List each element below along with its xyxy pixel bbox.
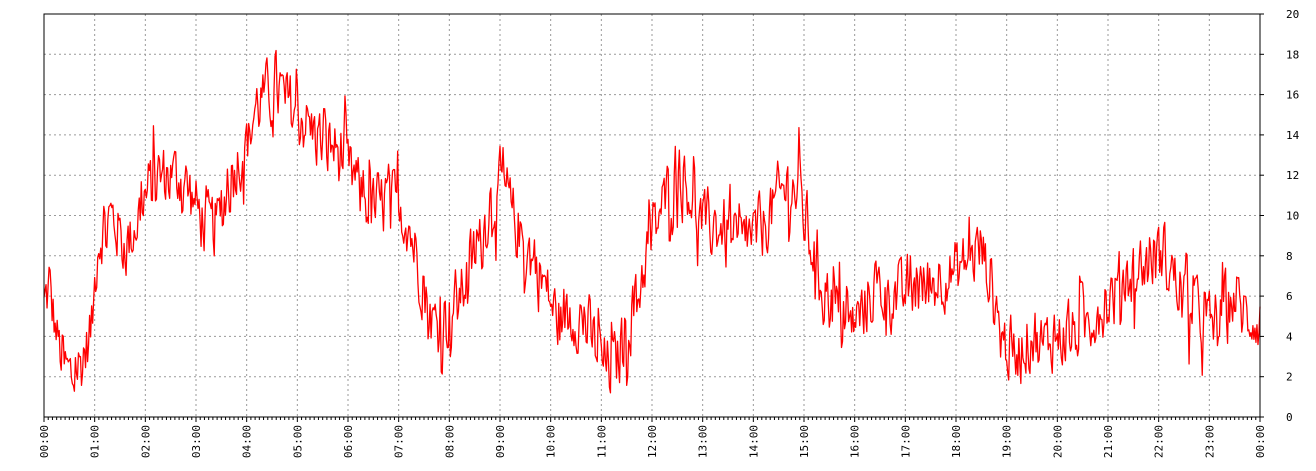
x-tick-label: 10:00 bbox=[545, 425, 558, 458]
x-tick-label: 08:00 bbox=[443, 425, 456, 458]
x-tick-label: 11:00 bbox=[595, 425, 608, 458]
x-tick-label: 20:00 bbox=[1051, 425, 1064, 458]
y-axis: 0 2 4 6 8 10 12 14 16 18 20 bbox=[1260, 8, 1300, 424]
x-tick-label: 15:00 bbox=[798, 425, 811, 458]
x-axis: 00:00 01:00 02:00 03:00 04:00 05:00 06:00 07:00… bbox=[38, 417, 1267, 458]
y-tick-label: 6 bbox=[1286, 290, 1293, 303]
x-tick-label: 21:00 bbox=[1102, 425, 1115, 458]
x-tick-label: 00:00 bbox=[1254, 425, 1267, 458]
x-tick-label: 07:00 bbox=[393, 425, 406, 458]
x-tick-label: 12:00 bbox=[646, 425, 659, 458]
x-tick-label: 19:00 bbox=[1001, 425, 1014, 458]
x-tick-label: 16:00 bbox=[849, 425, 862, 458]
x-tick-label: 03:00 bbox=[190, 425, 203, 458]
x-tick-label: 09:00 bbox=[494, 425, 507, 458]
x-tick-label: 18:00 bbox=[950, 425, 963, 458]
y-tick-label: 14 bbox=[1286, 129, 1300, 142]
y-tick-label: 0 bbox=[1286, 411, 1293, 424]
y-tick-label: 16 bbox=[1286, 89, 1299, 102]
y-tick-label: 18 bbox=[1286, 48, 1299, 61]
series-layer bbox=[43, 49, 1261, 394]
x-tick-label: 00:00 bbox=[38, 425, 51, 458]
x-tick-label: 14:00 bbox=[747, 425, 760, 458]
x-tick-label: 13:00 bbox=[697, 425, 710, 458]
grid-layer bbox=[44, 14, 1260, 417]
y-tick-label: 8 bbox=[1286, 250, 1293, 263]
x-tick-label: 22:00 bbox=[1153, 425, 1166, 458]
y-tick-label: 4 bbox=[1286, 330, 1293, 343]
y-tick-label: 12 bbox=[1286, 169, 1299, 182]
series-line bbox=[43, 49, 1261, 394]
y-tick-label: 2 bbox=[1286, 371, 1293, 384]
y-tick-label: 10 bbox=[1286, 210, 1299, 223]
x-tick-label: 05:00 bbox=[291, 425, 304, 458]
x-tick-label: 02:00 bbox=[139, 425, 152, 458]
x-tick-label: 06:00 bbox=[342, 425, 355, 458]
x-tick-label: 01:00 bbox=[89, 425, 102, 458]
x-tick-label: 04:00 bbox=[241, 425, 254, 458]
x-tick-label: 23:00 bbox=[1203, 425, 1216, 458]
y-tick-label: 20 bbox=[1286, 8, 1299, 21]
x-tick-label: 17:00 bbox=[899, 425, 912, 458]
